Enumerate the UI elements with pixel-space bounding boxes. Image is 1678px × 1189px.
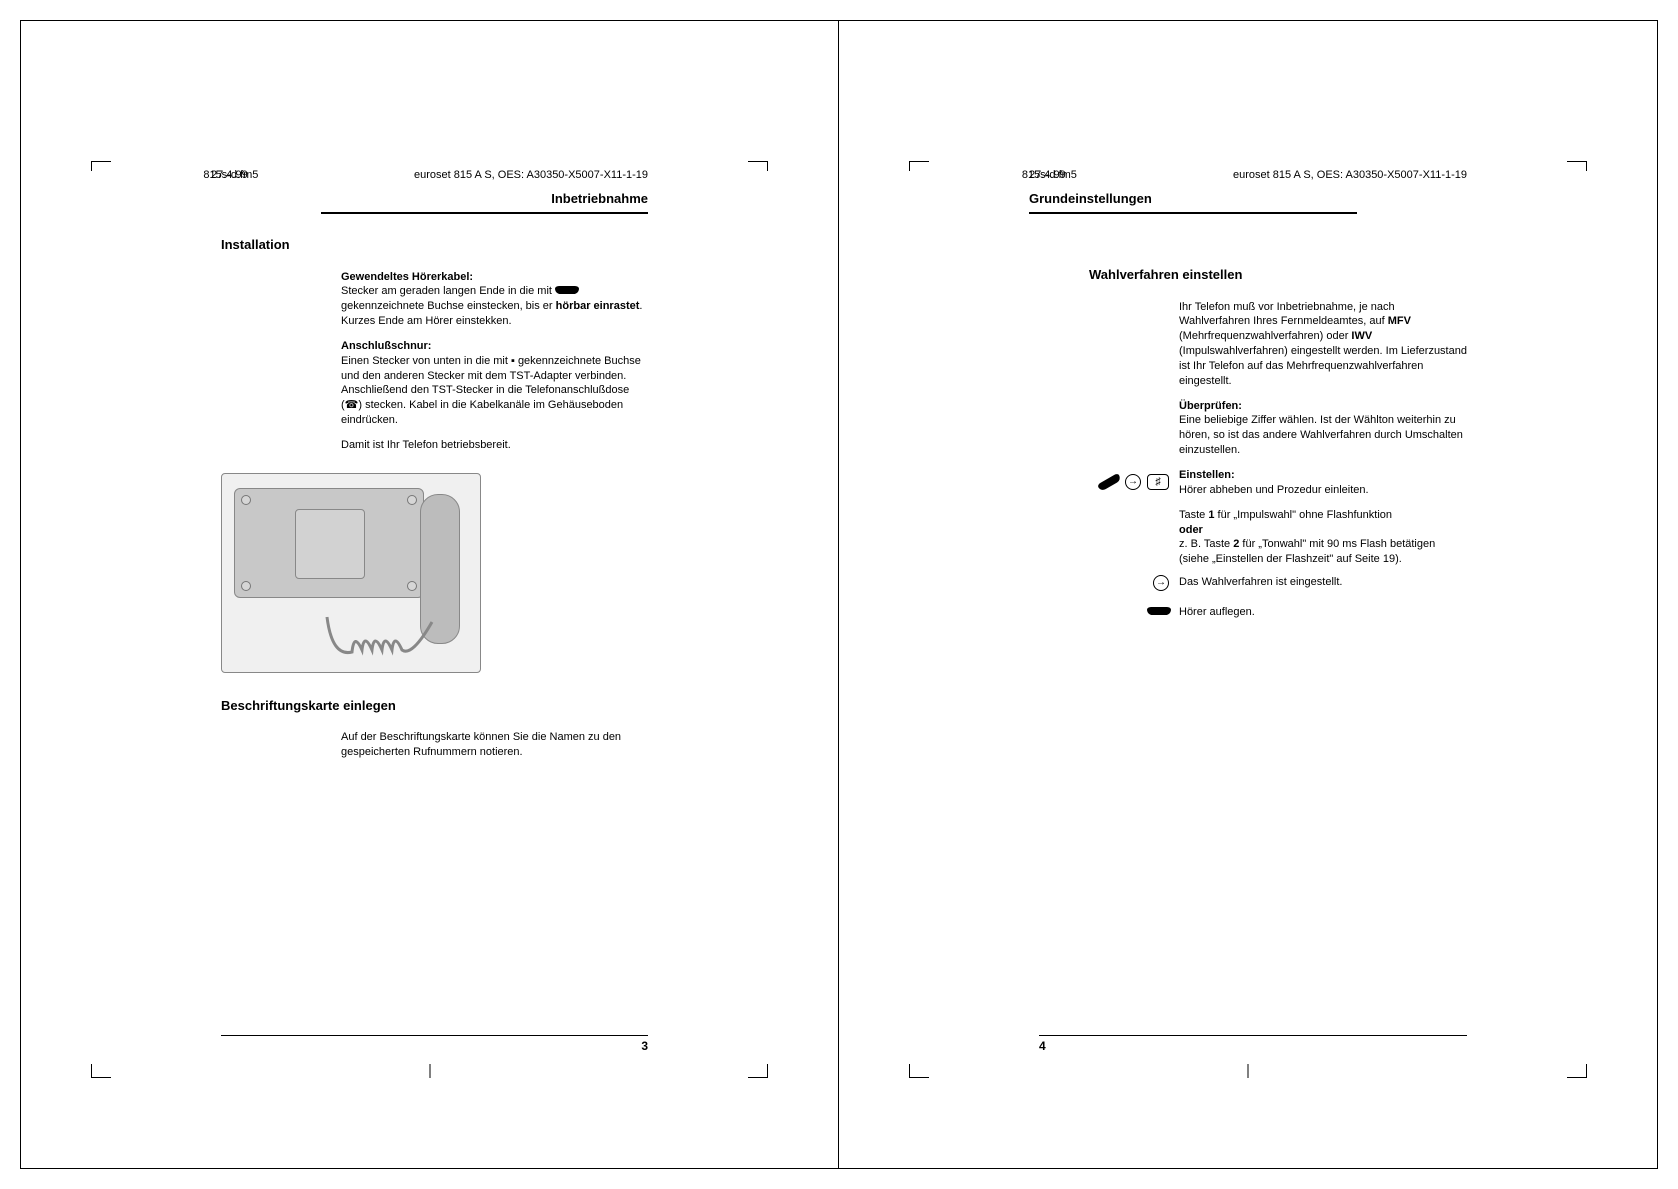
- hash-key-icon: ♯: [1147, 474, 1169, 490]
- page-header: 27.4.99 815s-d.fm5 euroset 815 A S, OES:…: [211, 169, 648, 181]
- lift-handset-icon: [1096, 472, 1120, 492]
- dial-block: Ihr Telefon muß vor Inbetriebnahme, je n…: [1039, 300, 1467, 468]
- handset-icon: [555, 284, 577, 294]
- header-product: euroset 815 A S, OES: A30350-X5007-X11-1…: [1233, 169, 1467, 181]
- page-number: 4: [1039, 1039, 1046, 1053]
- intro-text: (Mehrfrequenzwahlverfahren) oder: [1179, 330, 1351, 342]
- page-content: Wahlverfahren einstellen Ihr Telefon muß…: [1039, 236, 1467, 1028]
- screw-icon: [407, 581, 417, 591]
- crop-mark: [1248, 1064, 1249, 1078]
- header-product: euroset 815 A S, OES: A30350-X5007-X11-1…: [414, 169, 648, 181]
- phone-cord: [322, 612, 442, 662]
- phone-illustration: [221, 473, 481, 673]
- set-keys-block: Taste 1 für „Impulswahl" ohne Flashfunkt…: [1039, 508, 1467, 567]
- header-file: 815s-d.fm5: [203, 169, 258, 181]
- crop-mark: [91, 1064, 111, 1078]
- key2-line: z. B. Taste 2 für „Tonwahl" mit 90 ms Fl…: [1179, 537, 1467, 552]
- store-key-icon: →: [1153, 575, 1169, 591]
- page-3: 27.4.99 815s-d.fm5 euroset 815 A S, OES:…: [21, 21, 839, 1168]
- iwv-label: IWV: [1351, 330, 1372, 342]
- screw-icon: [241, 495, 251, 505]
- label-block: Auf der Beschriftungskarte können Sie di…: [221, 730, 648, 770]
- cable-bold: hörbar einrastet: [556, 300, 640, 312]
- footer-rule: [221, 1035, 648, 1036]
- key1-text: Taste: [1179, 509, 1208, 521]
- key2-text: z. B. Taste: [1179, 538, 1233, 550]
- page-number: 3: [641, 1039, 648, 1053]
- phone-base: [234, 488, 424, 598]
- set-block: → ♯ Einstellen: Hörer abheben und Prozed…: [1039, 468, 1467, 508]
- crop-mark: [91, 161, 111, 171]
- check-text: Eine beliebige Ziffer wählen. Ist der Wä…: [1179, 414, 1463, 456]
- key2-text: für „Tonwahl" mit 90 ms Flash betätigen: [1239, 538, 1435, 550]
- label-text: Auf der Beschriftungskarte können Sie di…: [341, 730, 648, 760]
- conn-paragraph: Anschlußschnur: Einen Stecker von unten …: [341, 339, 648, 428]
- install-block: Gewendeltes Hörerkabel: Stecker am gerad…: [221, 270, 648, 463]
- ready-text: Damit ist Ihr Telefon betriebsbereit.: [341, 438, 648, 453]
- two-page-spread: 27.4.99 815s-d.fm5 euroset 815 A S, OES:…: [20, 20, 1658, 1169]
- heading-installation: Installation: [221, 236, 648, 254]
- set-lift-text: Hörer abheben und Prozedur einleiten.: [1179, 483, 1467, 498]
- heading-dial: Wahlverfahren einstellen: [1089, 266, 1467, 284]
- crop-mark: [748, 1064, 768, 1078]
- crop-mark: [748, 161, 768, 171]
- intro-paragraph: Ihr Telefon muß vor Inbetriebnahme, je n…: [1179, 300, 1467, 389]
- crop-mark: [429, 1064, 430, 1078]
- cable-paragraph: Gewendeltes Hörerkabel: Stecker am gerad…: [341, 270, 648, 329]
- section-heading: Inbetriebnahme: [321, 191, 648, 214]
- page-header: 27.4.99 815s-d.fm5 euroset 815 A S, OES:…: [1029, 169, 1467, 181]
- set-head: Einstellen:: [1179, 468, 1467, 483]
- intro-text: Ihr Telefon muß vor Inbetriebnahme, je n…: [1179, 301, 1395, 328]
- ref-text: (siehe „Einstellen der Flashzeit" auf Se…: [1179, 552, 1467, 567]
- set-hang-block: Hörer auflegen.: [1039, 605, 1467, 620]
- hangup-handset-icon: [1147, 605, 1169, 615]
- page-content: Installation Gewendeltes Hörerkabel: Ste…: [221, 236, 648, 1028]
- set-done-block: → Das Wahlverfahren ist eingestellt.: [1039, 575, 1467, 591]
- crop-mark: [909, 161, 929, 171]
- header-file: 815s-d.fm5: [1022, 169, 1077, 181]
- or-text: oder: [1179, 523, 1467, 538]
- phone-panel: [295, 509, 365, 579]
- section-heading: Grundeinstellungen: [1029, 191, 1357, 214]
- check-head: Überprüfen:: [1179, 400, 1242, 412]
- screw-icon: [407, 495, 417, 505]
- footer-rule: [1039, 1035, 1467, 1036]
- key1-text: für „Impulswahl" ohne Flashfunktion: [1214, 509, 1392, 521]
- done-text: Das Wahlverfahren ist eingestellt.: [1179, 575, 1467, 590]
- key1-line: Taste 1 für „Impulswahl" ohne Flashfunkt…: [1179, 508, 1467, 523]
- intro-text: (Impulswahlverfahren) eingestellt werden…: [1179, 345, 1467, 387]
- check-paragraph: Überprüfen: Eine beliebige Ziffer wählen…: [1179, 399, 1467, 458]
- conn-text: Einen Stecker von unten in die mit ▪ gek…: [341, 355, 641, 426]
- crop-mark: [1567, 161, 1587, 171]
- heading-labelcard: Beschriftungskarte einlegen: [221, 697, 648, 715]
- cable-text: Stecker am geraden langen Ende in die mi…: [341, 285, 555, 297]
- cable-head: Gewendeltes Hörerkabel:: [341, 271, 473, 283]
- mfv-label: MFV: [1388, 315, 1411, 327]
- conn-head: Anschlußschnur:: [341, 340, 431, 352]
- store-key-icon: →: [1125, 474, 1141, 490]
- crop-mark: [909, 1064, 929, 1078]
- crop-mark: [1567, 1064, 1587, 1078]
- cable-text: gekennzeichnete Buchse einstecken, bis e…: [341, 300, 556, 312]
- screw-icon: [241, 581, 251, 591]
- hang-text: Hörer auflegen.: [1179, 605, 1467, 620]
- page-4: 27.4.99 815s-d.fm5 euroset 815 A S, OES:…: [839, 21, 1657, 1168]
